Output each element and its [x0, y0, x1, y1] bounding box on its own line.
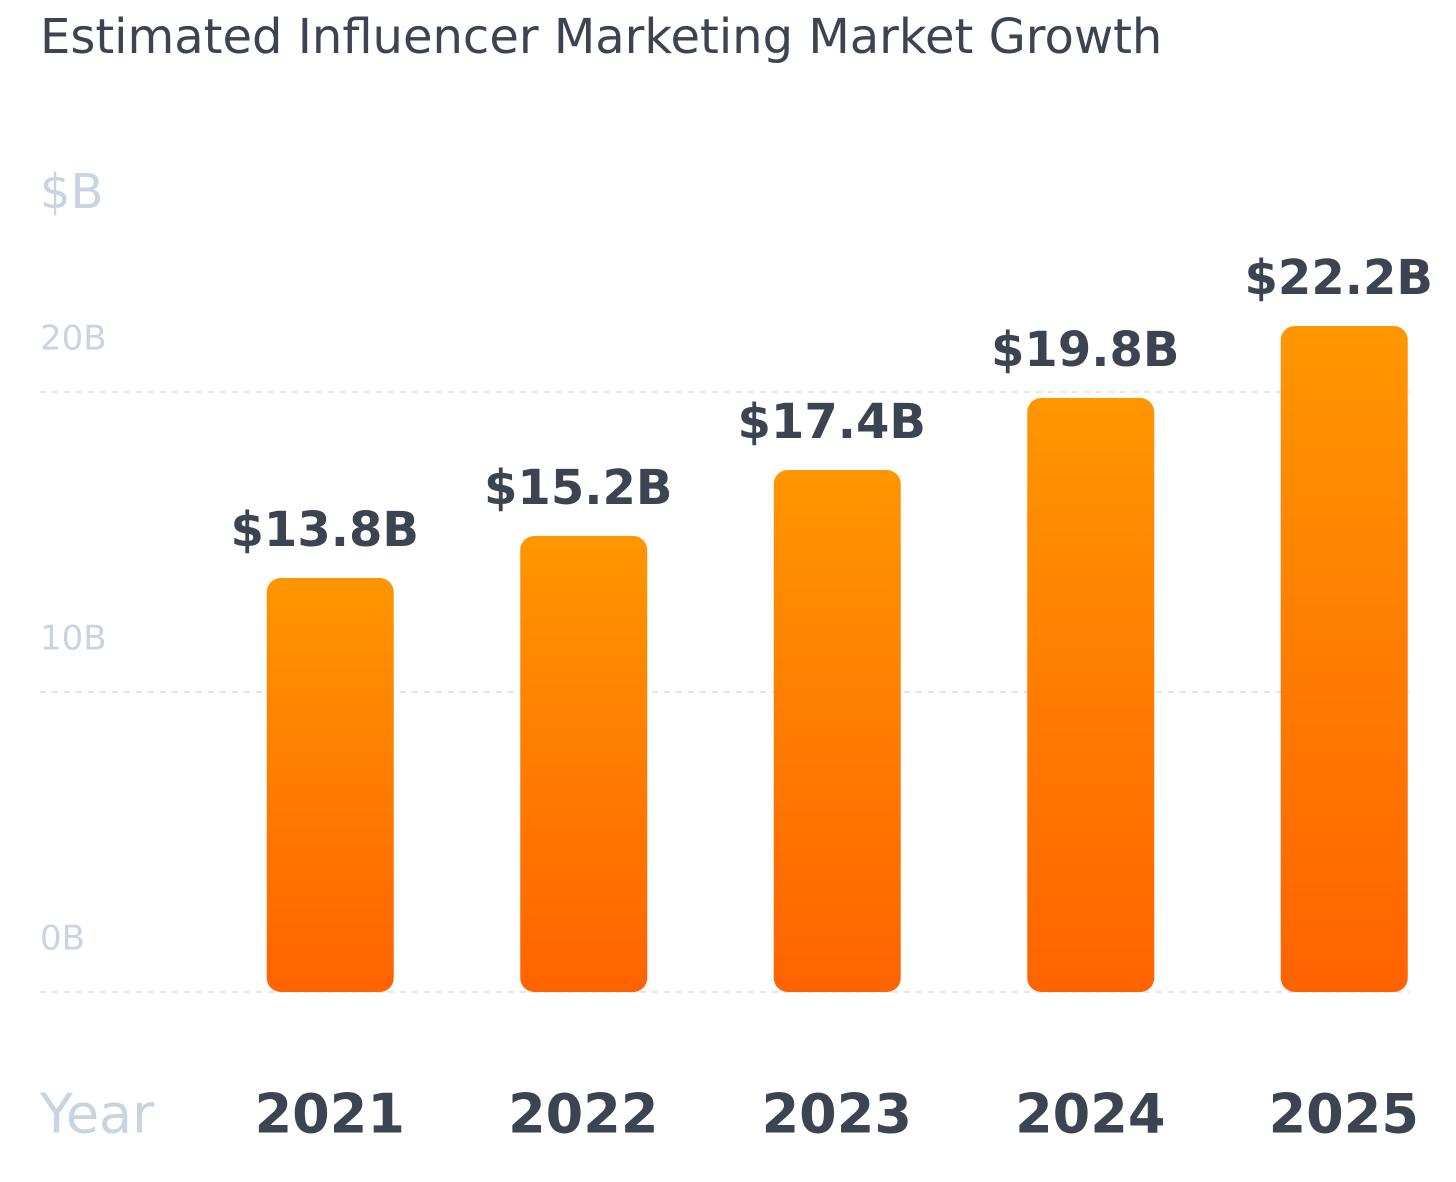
bar	[1027, 398, 1155, 992]
y-tick-label: 0B	[40, 919, 85, 959]
x-tick-label: 2021	[255, 1083, 405, 1146]
value-label: $22.2B	[1245, 250, 1433, 306]
bar	[773, 470, 901, 992]
chart-title: Estimated Influencer Marketing Market Gr…	[40, 9, 1162, 65]
value-label: $13.8B	[231, 502, 419, 558]
x-tick-label: 2025	[1269, 1083, 1419, 1146]
bar	[1280, 326, 1408, 992]
x-tick-label: 2022	[508, 1083, 658, 1146]
value-label: $19.8B	[991, 322, 1179, 378]
x-tick-label: 2023	[762, 1083, 912, 1146]
x-tick-label: 2024	[1015, 1083, 1165, 1146]
value-label: $17.4B	[738, 394, 926, 450]
value-label: $15.2B	[484, 460, 672, 516]
bar	[520, 536, 648, 992]
x-axis-label: Year	[39, 1083, 155, 1146]
y-tick-label: 10B	[40, 619, 107, 659]
y-tick-label: 20B	[40, 319, 107, 359]
y-axis-label: $B	[40, 164, 103, 220]
bar	[266, 578, 394, 992]
